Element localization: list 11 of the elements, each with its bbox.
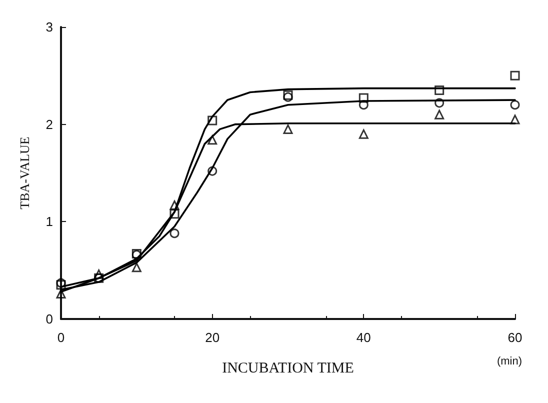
x-axis-title: INCUBATION TIME: [222, 360, 354, 376]
y-tick-label: 2: [46, 116, 53, 132]
x-tick-label: 60: [508, 330, 522, 345]
x-tick-label: 40: [356, 330, 371, 345]
x-tick-label: 0: [57, 330, 65, 345]
y-tick-label: 3: [46, 20, 53, 34]
y-tick-label: 0: [46, 312, 53, 326]
y-axis-title: TBA-VALUE: [17, 136, 32, 210]
x-tick-label: 20: [205, 330, 220, 345]
y-tick-label: 1: [46, 214, 53, 230]
text: (min): [496, 356, 522, 368]
